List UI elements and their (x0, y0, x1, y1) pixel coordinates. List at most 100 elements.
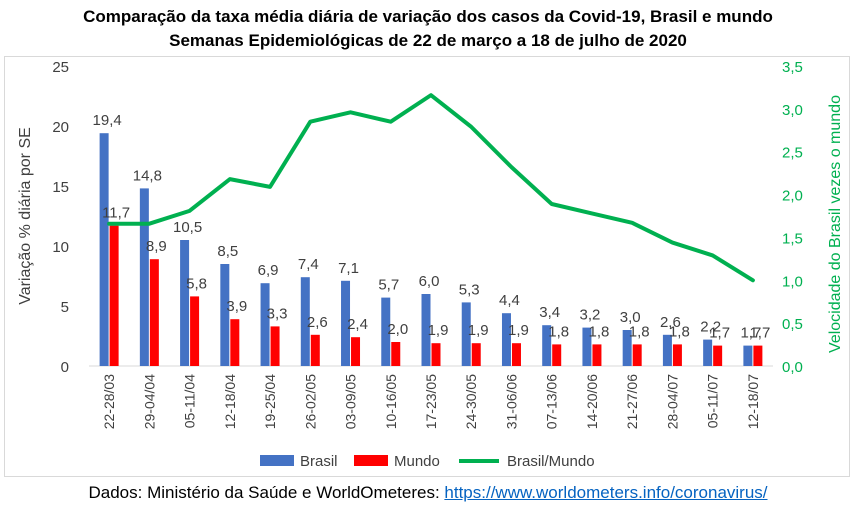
data-label-mundo: 1,8 (589, 323, 610, 340)
data-label-mundo: 11,7 (102, 205, 130, 222)
y-left-axis-title: Variação % diária por SE (17, 127, 34, 305)
data-label-mundo: 8,9 (146, 238, 167, 255)
x-tick-label: 22-28/03 (101, 374, 117, 429)
data-label-mundo: 2,0 (387, 321, 408, 338)
x-tick-label: 21-27/06 (624, 374, 640, 429)
bar-brasil (341, 280, 351, 366)
legend-swatch-brasil (260, 455, 294, 466)
x-tick-label: 29-04/04 (141, 374, 157, 429)
data-label-mundo: 3,3 (267, 305, 288, 322)
data-label-mundo: 5,8 (186, 275, 207, 292)
x-tick-label: 24-30/05 (463, 374, 479, 429)
bar-mundo (149, 259, 159, 366)
y-right-axis-title: Velocidade do Brasil vezes o mundo (827, 95, 844, 353)
bar-brasil (461, 302, 471, 366)
data-label-brasil: 1,7 (740, 325, 761, 342)
bar-brasil (139, 188, 149, 366)
bar-mundo (592, 344, 602, 366)
y-right-tick-label: 1,0 (782, 273, 803, 290)
bar-brasil (582, 327, 592, 366)
y-left-tick-label: 10 (52, 239, 69, 256)
data-label-mundo: 1,9 (428, 322, 449, 339)
data-label-mundo: 1,9 (468, 322, 489, 339)
bar-mundo (190, 296, 200, 366)
x-tick-label: 10-16/05 (383, 374, 399, 429)
bar-mundo (310, 334, 320, 366)
x-tick-label: 17-23/05 (423, 374, 439, 429)
bar-mundo (391, 342, 401, 366)
x-tick-label: 26-02/05 (302, 374, 318, 429)
bar-brasil (220, 264, 230, 366)
data-label-brasil: 19,4 (93, 112, 122, 129)
bar-brasil (662, 334, 672, 366)
data-label-mundo: 2,6 (307, 314, 328, 331)
x-tick-label: 28-04/07 (664, 374, 680, 429)
chart-title-line-1: Comparação da taxa média diária de varia… (83, 7, 773, 26)
bar-mundo (511, 343, 521, 366)
bar-brasil (300, 277, 310, 366)
bar-brasil (622, 330, 632, 366)
y-left-tick-label: 20 (52, 119, 69, 136)
y-left-tick-label: 15 (52, 179, 69, 196)
data-label-brasil: 8,5 (217, 243, 238, 260)
bar-mundo (632, 344, 642, 366)
data-source-text: Dados: Ministério da Saúde e WorldOmeter… (88, 483, 445, 502)
data-label-brasil: 5,3 (459, 281, 480, 298)
bar-mundo (713, 345, 723, 366)
data-label-mundo: 1,8 (548, 323, 569, 340)
x-tick-label: 31-06/06 (503, 374, 519, 429)
x-tick-label: 19-25/04 (262, 374, 278, 429)
bar-brasil (501, 313, 511, 366)
data-label-brasil: 5,7 (378, 277, 399, 294)
x-tick-label: 03-09/05 (343, 374, 359, 429)
y-right-tick-label: 0,5 (782, 316, 803, 333)
legend-swatch-mundo (354, 455, 388, 466)
y-right-tick-label: 2,0 (782, 188, 803, 205)
bar-mundo (471, 343, 481, 366)
legend-label-brasil: Brasil (300, 453, 338, 470)
data-label-brasil: 3,4 (539, 304, 560, 321)
legend-label-brasil-mundo: Brasil/Mundo (507, 453, 595, 470)
data-label-brasil: 6,9 (258, 262, 279, 279)
bar-brasil (743, 345, 753, 366)
chart-title-line-2: Semanas Epidemiológicas de 22 de março a… (169, 31, 687, 50)
data-source: Dados: Ministério da Saúde e WorldOmeter… (0, 483, 856, 503)
bar-brasil (260, 283, 270, 366)
data-label-brasil: 7,1 (338, 260, 359, 277)
bar-brasil (703, 339, 713, 366)
data-label-brasil: 6,0 (419, 273, 440, 290)
data-label-brasil: 10,5 (173, 219, 202, 236)
bar-mundo (351, 337, 361, 366)
data-label-brasil: 3,0 (620, 309, 641, 326)
bar-brasil (99, 133, 109, 366)
bar-mundo (230, 319, 240, 366)
data-label-brasil: 14,8 (133, 167, 162, 184)
bar-mundo (109, 225, 119, 366)
data-label-mundo: 1,8 (629, 323, 650, 340)
data-label-mundo: 1,8 (669, 323, 690, 340)
y-left-tick-label: 5 (61, 299, 69, 316)
y-right-tick-label: 1,5 (782, 230, 803, 247)
x-tick-label: 05-11/04 (182, 374, 198, 428)
data-label-mundo: 1,7 (749, 325, 770, 342)
bar-mundo (552, 344, 562, 366)
y-right-tick-label: 0,0 (782, 359, 803, 376)
x-tick-label: 12-18/07 (745, 374, 761, 429)
y-right-tick-label: 3,5 (782, 59, 803, 76)
x-tick-label: 07-13/06 (544, 374, 560, 429)
y-right-tick-label: 2,5 (782, 145, 803, 162)
data-source-link[interactable]: https://www.worldometers.info/coronaviru… (444, 483, 768, 502)
x-tick-label: 12-18/04 (222, 374, 238, 429)
y-right-tick-label: 3,0 (782, 102, 803, 119)
bar-brasil (180, 240, 190, 366)
data-label-mundo: 2,4 (347, 316, 368, 333)
data-label-mundo: 1,7 (709, 325, 730, 342)
chart-title: Comparação da taxa média diária de varia… (0, 5, 856, 53)
data-label-brasil: 2,6 (660, 314, 681, 331)
bar-brasil (421, 294, 431, 366)
data-label-brasil: 4,4 (499, 292, 520, 309)
line-brasil-mundo (107, 93, 755, 283)
bar-mundo (431, 343, 441, 366)
bar-mundo (270, 326, 280, 366)
